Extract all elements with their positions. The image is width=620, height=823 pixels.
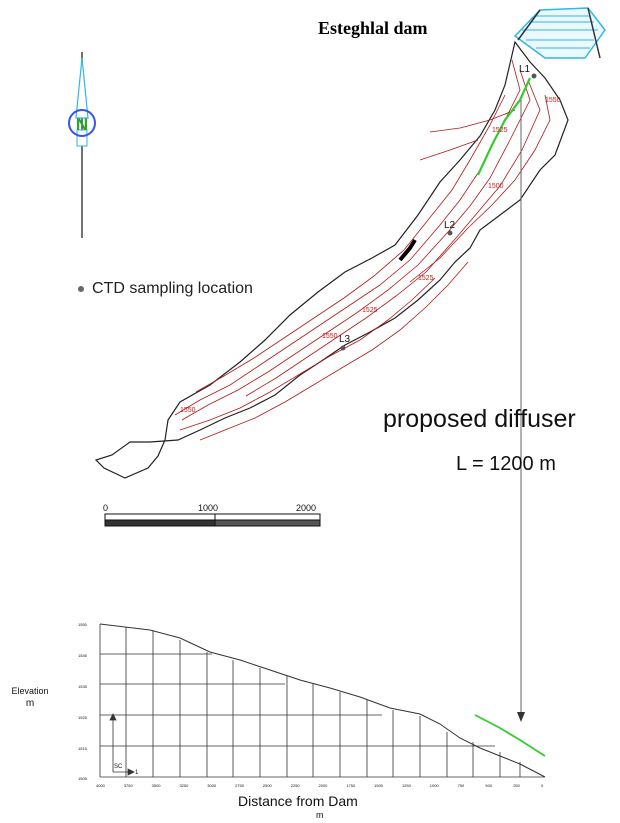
station-label: L1 [519, 64, 531, 75]
y-tick-label: 1550 [78, 622, 87, 627]
x-tick-label: 2500 [262, 783, 272, 788]
contour-label: 1525 [492, 127, 508, 134]
x-tick-label: 1250 [401, 783, 411, 788]
legend-text: CTD sampling location [92, 280, 253, 297]
x-tick-label: 1500 [374, 783, 384, 788]
station-label: L3 [339, 334, 351, 345]
y-axis-label: Elevation [11, 686, 49, 696]
legend: CTD sampling location [78, 280, 253, 298]
x-tick-label: 0 [541, 783, 544, 788]
x-axis-label: Distance from Dam [238, 793, 358, 809]
x-tick-label: 3750 [123, 783, 133, 788]
x-tick-label: 750 [457, 783, 465, 788]
contour-label: 1550 [545, 97, 561, 104]
x-tick-label: 3250 [179, 783, 189, 788]
north-arrow-icon [68, 52, 96, 238]
station-marker [447, 230, 453, 236]
x-tick-label: 3500 [151, 783, 161, 788]
scale-tick: 0 [103, 503, 108, 513]
x-axis-unit: m [316, 810, 324, 820]
x-tick-label: 2250 [290, 783, 300, 788]
y-tick-label: 1535 [78, 684, 87, 689]
reservoir-outline [94, 40, 569, 479]
station-label: L2 [444, 220, 456, 231]
x-tick-label: 3000 [207, 783, 217, 788]
y-tick-label: 1515 [78, 746, 87, 751]
axis-marker-icon [109, 713, 135, 776]
x-tick-label: 500 [485, 783, 493, 788]
x-tick-label: 1000 [429, 783, 439, 788]
x-tick-label: 2750 [235, 783, 244, 788]
y-axis-unit: m [25, 698, 35, 709]
north-letter: N [76, 115, 88, 134]
x-tick-label: 1750 [346, 783, 356, 788]
contour-label: 1500 [488, 183, 504, 190]
x-tick-label: 2000 [318, 783, 328, 788]
arrow-icon [517, 100, 525, 722]
axis-marker-value: 1 [135, 770, 139, 776]
axis-marker-label: SC [114, 764, 123, 770]
station-marker [340, 345, 346, 351]
scale-tick: 2000 [296, 503, 316, 513]
station-marker [531, 73, 537, 79]
shoreline-segment [398, 238, 417, 262]
scale-tick: 1000 [198, 503, 218, 513]
contour-label: 1525 [418, 275, 434, 282]
contour-label: 1550 [322, 333, 338, 340]
profile-bed-line [99, 623, 546, 778]
profile-grid [99, 624, 545, 778]
map-title: Esteghlal dam [318, 18, 428, 38]
sampling-dot-icon [78, 286, 84, 292]
diffuser-line-map [477, 77, 532, 176]
contour-label: 1550 [180, 407, 196, 414]
y-tick-label: 1505 [78, 776, 87, 781]
x-tick-label: 250 [513, 783, 520, 788]
x-tick-label: 4000 [96, 783, 105, 788]
bathymetric-contours [174, 59, 551, 441]
y-tick-label: 1525 [78, 715, 87, 720]
dam-icon [513, 7, 606, 59]
diffuser-line-profile [474, 714, 546, 757]
diffuser-label: proposed diffuser [383, 405, 576, 433]
y-tick-label: 1545 [78, 653, 87, 658]
diffuser-length: L = 1200 m [456, 453, 556, 475]
contour-label: 1525 [362, 307, 378, 314]
scale-bar [104, 513, 321, 527]
